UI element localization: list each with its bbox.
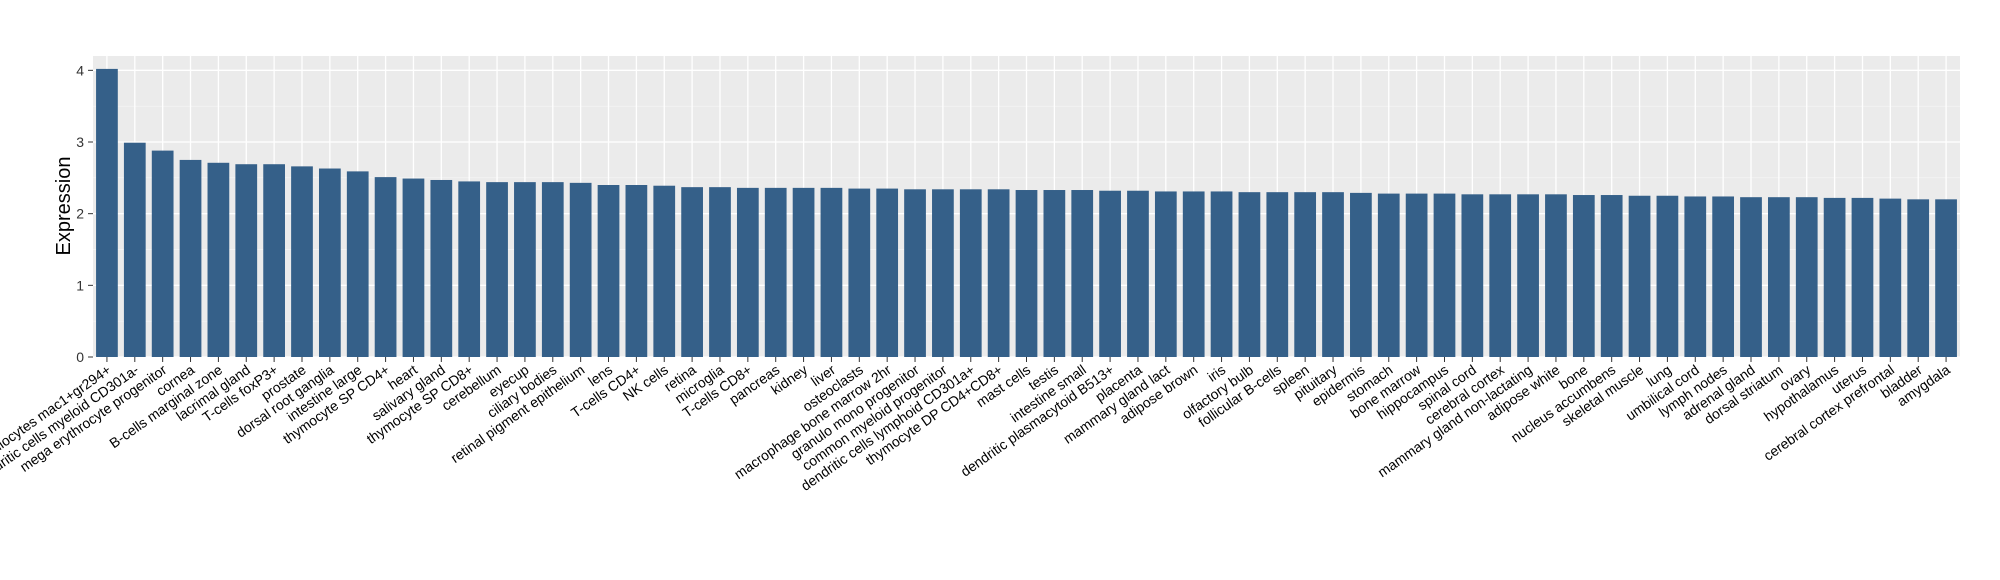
bar xyxy=(1182,191,1205,357)
bar xyxy=(820,187,843,357)
bar xyxy=(1294,192,1317,357)
bar xyxy=(709,187,731,357)
bar xyxy=(541,182,564,357)
bar xyxy=(1684,196,1707,357)
bar xyxy=(1768,197,1790,357)
y-axis: 0 1 2 3 4 xyxy=(76,62,93,365)
bar xyxy=(904,189,926,357)
bar xyxy=(235,164,258,357)
bar xyxy=(1907,199,1930,357)
bar xyxy=(653,185,676,357)
bar xyxy=(1322,192,1344,357)
bar xyxy=(1043,190,1066,357)
bar xyxy=(1628,195,1651,357)
bar xyxy=(374,177,397,357)
bars xyxy=(96,68,1957,358)
bar xyxy=(1350,192,1372,357)
bar xyxy=(1572,195,1595,357)
bar xyxy=(1656,195,1679,357)
bar xyxy=(848,188,871,357)
y-axis-label: Expression xyxy=(53,157,75,256)
x-axis: granulocytes mac1+gr294+dendritic cells … xyxy=(0,357,1953,494)
bar xyxy=(1433,193,1456,357)
bar xyxy=(179,159,202,357)
bar xyxy=(123,142,146,357)
bar xyxy=(1461,194,1484,357)
bar xyxy=(263,164,285,357)
bar xyxy=(569,182,592,357)
bar xyxy=(1266,192,1289,357)
bar xyxy=(597,185,620,357)
bar xyxy=(932,189,954,357)
y-tick-label: 0 xyxy=(76,349,84,365)
bar xyxy=(792,187,815,357)
bar xyxy=(1489,194,1512,357)
bar xyxy=(1210,191,1233,357)
bar xyxy=(1071,190,1094,357)
bar xyxy=(764,187,787,357)
bar xyxy=(291,166,313,357)
bar xyxy=(1127,190,1149,357)
bar xyxy=(96,68,118,358)
bar xyxy=(486,182,508,357)
bar xyxy=(1015,190,1038,357)
bar xyxy=(736,187,759,357)
bar xyxy=(1405,193,1428,357)
bar xyxy=(1879,198,1902,357)
bar xyxy=(151,150,174,357)
bar xyxy=(1740,197,1762,357)
bar xyxy=(346,171,369,357)
bar xyxy=(1935,199,1957,357)
bar xyxy=(1795,197,1818,357)
bar xyxy=(1851,197,1874,357)
y-tick-label: 4 xyxy=(76,62,84,78)
bar xyxy=(1712,196,1735,357)
y-tick-label: 2 xyxy=(76,206,84,222)
bar xyxy=(402,178,425,357)
bar xyxy=(681,187,703,357)
bar xyxy=(1377,193,1400,357)
bar xyxy=(625,185,648,357)
bar xyxy=(959,189,982,357)
bar xyxy=(1823,197,1846,357)
bar xyxy=(207,162,230,357)
bar xyxy=(514,182,536,357)
y-tick-label: 3 xyxy=(76,134,84,150)
bar xyxy=(1517,194,1539,357)
bar xyxy=(1545,194,1567,357)
bar xyxy=(1238,192,1261,357)
y-tick-label: 1 xyxy=(76,277,84,293)
bar xyxy=(318,168,341,357)
bar xyxy=(1154,191,1177,357)
bar xyxy=(876,188,899,357)
bar xyxy=(1099,190,1121,357)
bar xyxy=(430,179,453,357)
bar xyxy=(458,181,481,357)
bar xyxy=(1600,195,1623,357)
bar xyxy=(987,189,1010,357)
